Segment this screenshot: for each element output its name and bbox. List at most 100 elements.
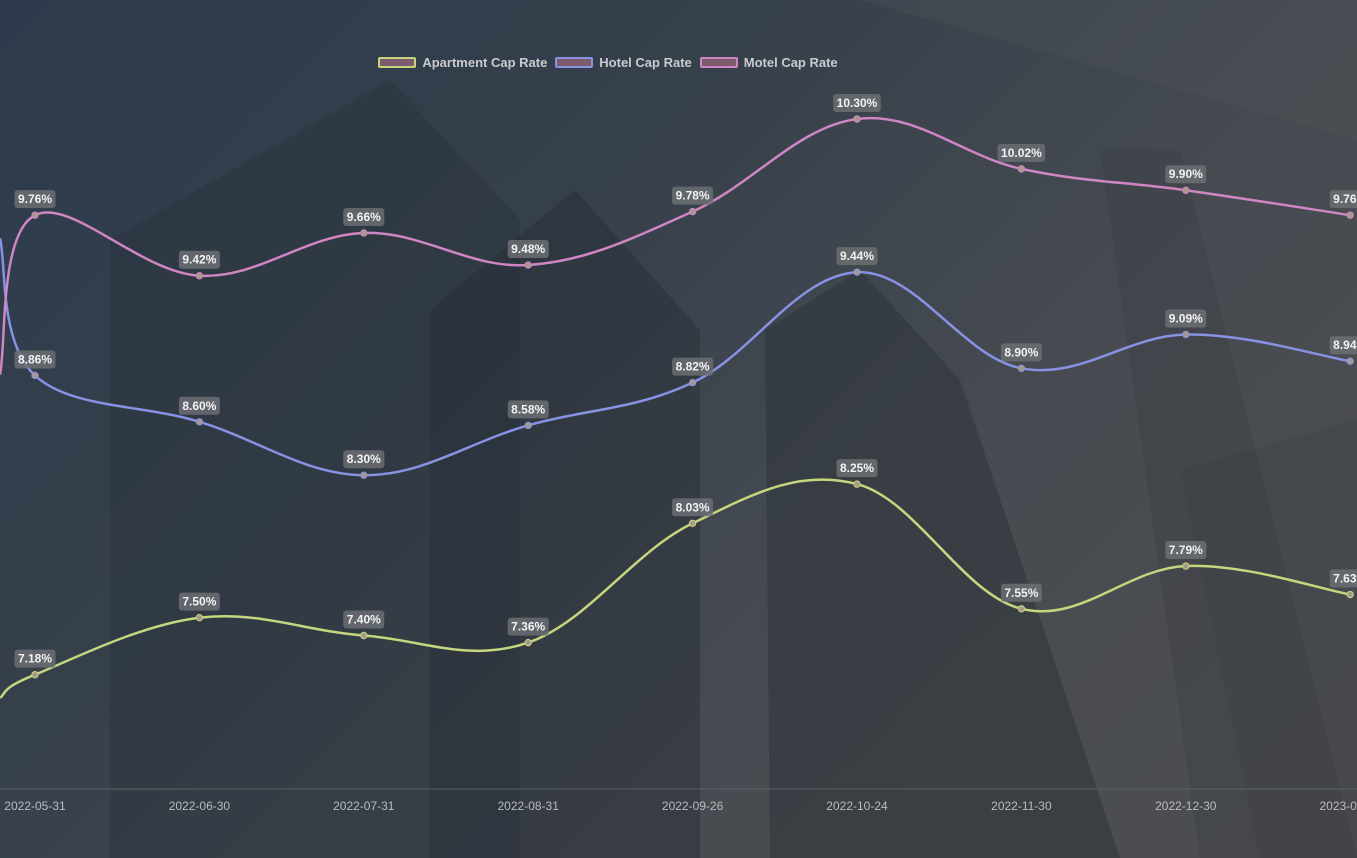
legend-swatch-apartment	[378, 57, 417, 68]
legend-label: Motel Cap Rate	[743, 55, 838, 70]
data-point-apartment[interactable]	[360, 631, 368, 640]
data-point-motel[interactable]	[31, 211, 39, 219]
series-layer	[0, 115, 1354, 699]
data-label-motel: 9.90%	[1169, 167, 1203, 181]
data-point-motel[interactable]	[1182, 186, 1190, 194]
data-point-apartment[interactable]	[524, 638, 532, 647]
data-label-motel: 10.02%	[1001, 146, 1042, 160]
data-label-motel: 9.48%	[511, 242, 545, 256]
data-label-apartment: 7.50%	[182, 595, 216, 609]
data-label-hotel: 9.44%	[840, 249, 874, 263]
x-tick-label: 2022-10-24	[826, 799, 888, 813]
data-point-hotel[interactable]	[524, 421, 532, 430]
data-label-box-motel	[672, 186, 714, 205]
data-label-box-motel	[833, 94, 881, 112]
x-tick-label: 2022-05-31	[4, 799, 66, 813]
x-tick-label: 2022-09-26	[662, 799, 724, 813]
data-label-box-motel	[507, 240, 549, 259]
data-point-apartment[interactable]	[31, 670, 39, 679]
legend-item-apartment[interactable]: Apartment Cap Rate	[378, 55, 547, 70]
data-point-apartment[interactable]	[1017, 605, 1026, 613]
data-point-motel[interactable]	[360, 229, 368, 237]
data-point-motel[interactable]	[1017, 165, 1026, 173]
data-point-hotel[interactable]	[1182, 330, 1190, 339]
x-tick-label: 2022-08-31	[498, 799, 560, 813]
legend-item-hotel[interactable]: Hotel Cap Rate	[555, 55, 692, 70]
data-point-motel[interactable]	[688, 207, 697, 216]
data-label-layer: 7.18% 7.50% 7.40% 7.36% 8.03% 8.25% 7.55% 7.79%…	[14, 94, 1357, 668]
x-tick-label: 2022-12-30	[1155, 799, 1217, 813]
data-label-box-apartment	[836, 459, 878, 478]
data-point-motel[interactable]	[1346, 211, 1354, 219]
legend-swatch-motel	[699, 57, 738, 68]
data-point-motel[interactable]	[195, 272, 204, 280]
data-point-apartment[interactable]	[195, 613, 204, 622]
data-label-motel: 9.78%	[676, 189, 710, 203]
x-tick-label: 2022-07-31	[333, 799, 395, 813]
data-label-box-apartment	[343, 610, 385, 629]
data-point-motel[interactable]	[524, 261, 532, 269]
data-label-motel: 10.30%	[837, 96, 878, 110]
data-point-apartment[interactable]	[853, 480, 861, 488]
data-label-apartment: 8.03%	[676, 500, 710, 514]
series-line-apartment	[0, 478, 1351, 699]
data-point-apartment[interactable]	[1346, 590, 1354, 599]
data-point-hotel[interactable]	[853, 268, 861, 276]
data-point-hotel[interactable]	[1017, 364, 1026, 373]
legend-label: Hotel Cap Rate	[599, 55, 692, 70]
x-tick-label: 2022-11-30	[991, 799, 1052, 813]
data-point-hotel[interactable]	[360, 471, 368, 479]
data-label-motel: 9.76%	[1333, 192, 1357, 206]
data-label-box-motel	[178, 250, 220, 269]
data-label-box-hotel	[1000, 343, 1042, 362]
data-point-apartment[interactable]	[688, 519, 697, 527]
data-label-motel: 9.66%	[347, 210, 381, 224]
x-tick-label: 2022-06-30	[169, 799, 231, 813]
data-point-hotel[interactable]	[688, 378, 697, 387]
data-label-box-hotel	[1165, 309, 1207, 328]
data-point-hotel[interactable]	[1346, 357, 1354, 365]
data-label-hotel: 8.60%	[182, 399, 216, 413]
data-label-box-motel	[997, 143, 1046, 162]
data-label-motel: 9.76%	[18, 192, 52, 206]
data-label-hotel: 8.94%	[1333, 338, 1357, 352]
data-point-motel[interactable]	[853, 115, 861, 123]
data-label-box-apartment	[1000, 583, 1042, 602]
data-point-apartment[interactable]	[1182, 562, 1190, 570]
data-label-box-motel	[14, 190, 56, 209]
data-label-hotel: 8.30%	[347, 452, 381, 466]
data-label-apartment: 7.79%	[1169, 543, 1203, 557]
data-label-box-hotel	[178, 396, 220, 415]
data-label-apartment: 7.55%	[1004, 586, 1038, 600]
data-label-motel: 9.42%	[182, 253, 216, 267]
data-label-hotel: 8.90%	[1004, 345, 1038, 359]
data-point-hotel[interactable]	[195, 418, 204, 426]
data-label-box-hotel	[14, 350, 56, 369]
data-label-apartment: 8.25%	[840, 461, 874, 475]
data-label-hotel: 8.86%	[18, 352, 52, 366]
data-label-hotel: 8.82%	[676, 360, 710, 374]
data-label-box-apartment	[14, 649, 56, 668]
data-label-box-apartment	[1165, 541, 1207, 560]
legend-item-motel[interactable]: Motel Cap Rate	[699, 55, 838, 70]
legend-swatch-hotel	[555, 57, 594, 68]
data-label-box-motel	[1165, 165, 1207, 184]
data-label-box-motel	[343, 207, 385, 226]
data-label-box-apartment	[1329, 569, 1357, 588]
data-label-box-motel	[1329, 190, 1357, 209]
x-tick-labels: 2022-05-31 2022-06-30 2022-07-31 2022-08-31…	[4, 799, 1357, 813]
data-label-box-apartment	[178, 592, 220, 611]
data-label-box-apartment	[507, 617, 549, 636]
data-label-apartment: 7.63%	[1333, 572, 1357, 586]
data-label-hotel: 9.09%	[1169, 312, 1203, 326]
series-line-hotel	[0, 237, 1351, 477]
data-label-apartment: 7.40%	[347, 612, 381, 626]
data-label-box-hotel	[672, 357, 714, 376]
data-label-box-hotel	[507, 400, 549, 419]
data-point-hotel[interactable]	[31, 371, 39, 380]
data-label-box-hotel	[836, 247, 878, 266]
legend: Apartment Cap Rate Hotel Cap Rate Motel …	[0, 55, 1216, 70]
data-label-box-hotel	[1329, 336, 1357, 355]
